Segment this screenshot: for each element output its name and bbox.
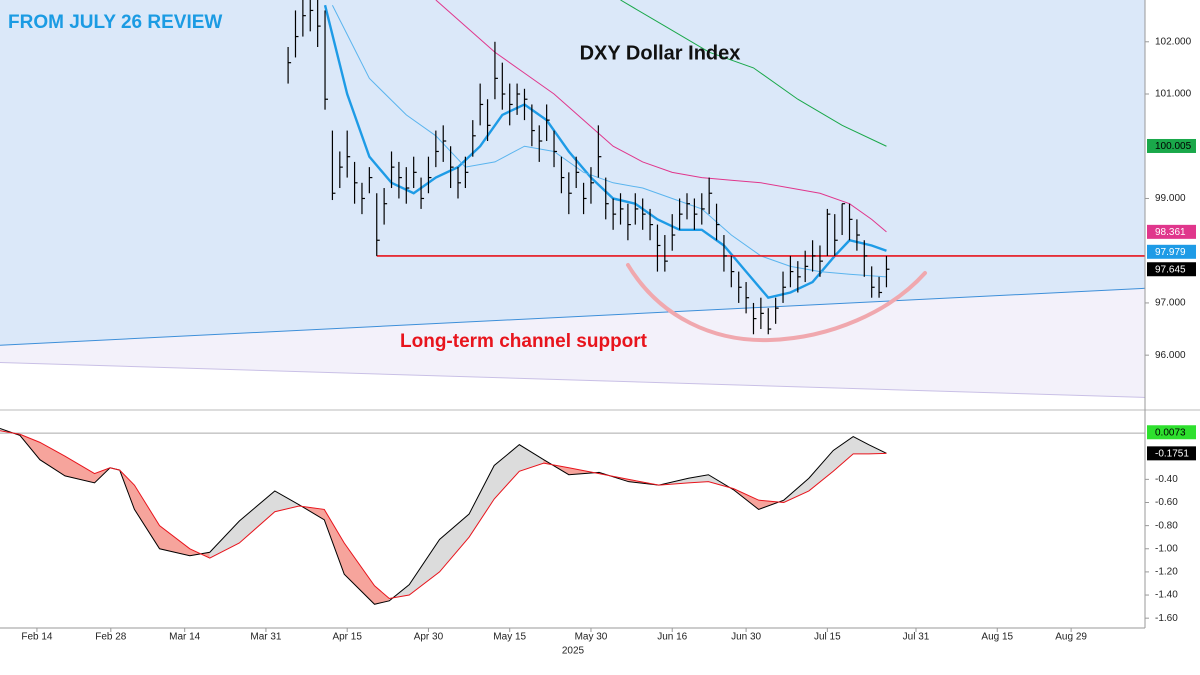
value-label: 100.005 <box>1155 141 1192 152</box>
difference-fill <box>408 538 440 596</box>
channel-upper <box>0 287 1145 346</box>
chart-title: DXY Dollar Index <box>580 42 741 64</box>
y-tick-label: -0.60 <box>1155 497 1178 508</box>
x-tick-label: Jun 30 <box>731 632 761 643</box>
difference-fill <box>493 444 520 500</box>
value-label-box <box>1147 446 1196 461</box>
y-tick-label: -1.40 <box>1155 590 1178 601</box>
x-axis-year: 2025 <box>562 646 585 657</box>
y-tick-label: 101.000 <box>1155 89 1192 100</box>
x-tick-label: Mar 14 <box>169 632 201 643</box>
x-tick-label: Apr 30 <box>414 632 444 643</box>
x-tick-label: Jul 15 <box>814 632 841 643</box>
y-tick-label: -0.80 <box>1155 520 1178 531</box>
value-label-box <box>1147 425 1196 440</box>
x-tick-label: Jun 16 <box>657 632 687 643</box>
value-label-box <box>1147 262 1196 277</box>
x-tick-label: Aug 15 <box>981 632 1013 643</box>
channel-fill <box>0 288 1145 398</box>
y-tick-label: 97.000 <box>1155 298 1186 309</box>
x-tick-label: May 15 <box>493 632 526 643</box>
channel-lower <box>0 361 1145 398</box>
rounding-arc <box>626 263 927 343</box>
review-note: FROM JULY 26 REVIEW <box>8 12 222 33</box>
channel-note: Long-term channel support <box>400 331 648 352</box>
x-tick-label: May 30 <box>575 632 608 643</box>
value-label: 97.645 <box>1155 264 1186 275</box>
indicator-line <box>0 430 887 600</box>
difference-fill <box>64 455 95 484</box>
x-tick-label: Feb 28 <box>95 632 127 643</box>
x-tick-label: Apr 15 <box>332 632 362 643</box>
x-tick-label: Feb 14 <box>21 632 53 643</box>
y-tick-label: -1.00 <box>1155 543 1178 554</box>
difference-fill <box>468 465 495 539</box>
value-label: 97.979 <box>1155 247 1186 258</box>
y-tick-label: 102.000 <box>1155 36 1192 47</box>
difference-fill <box>159 525 191 557</box>
value-label-box <box>1147 244 1196 259</box>
y-tick-label: 96.000 <box>1155 350 1186 361</box>
axes: 97.979 98.361 100.005 97.645 102.000 101.000 9… <box>0 36 1200 643</box>
difference-fill <box>343 542 375 605</box>
x-tick-label: Jul 31 <box>903 632 930 643</box>
difference-fill <box>852 436 869 455</box>
difference-fill <box>833 436 854 472</box>
value-label-box <box>1147 224 1196 239</box>
y-tick-label: 99.000 <box>1155 193 1186 204</box>
moving-average <box>435 0 887 233</box>
difference-fill <box>134 484 160 550</box>
moving-average <box>620 0 887 147</box>
difference-fill <box>324 508 345 575</box>
value-label: 0.0073 <box>1155 427 1186 438</box>
value-label: 98.361 <box>1155 227 1186 238</box>
difference-fill <box>808 449 834 492</box>
x-tick-label: Aug 29 <box>1055 632 1087 643</box>
difference-fill <box>209 520 240 559</box>
y-tick-label: -0.40 <box>1155 474 1178 485</box>
x-tick-label: Mar 31 <box>250 632 282 643</box>
y-tick-label: -1.20 <box>1155 567 1178 578</box>
indicator-panel <box>0 427 1145 605</box>
value-label: -0.1751 <box>1155 448 1189 459</box>
value-label-box <box>1147 138 1196 153</box>
indicator-line <box>0 427 887 605</box>
difference-fill <box>39 441 66 477</box>
y-tick-label: -1.60 <box>1155 613 1178 624</box>
